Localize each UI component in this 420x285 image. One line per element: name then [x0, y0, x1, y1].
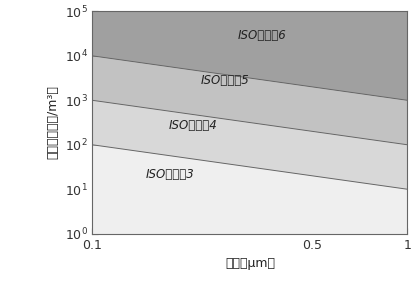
Text: ISOクラス5: ISOクラス5 [200, 74, 249, 87]
Text: ISOクラス6: ISOクラス6 [238, 29, 287, 42]
X-axis label: 粒径（μm）: 粒径（μm） [225, 257, 275, 270]
Y-axis label: 粒子濃度（個/m³）: 粒子濃度（個/m³） [46, 86, 59, 160]
Text: ISOクラス4: ISOクラス4 [169, 119, 218, 132]
Text: ISOクラス3: ISOクラス3 [146, 168, 195, 180]
